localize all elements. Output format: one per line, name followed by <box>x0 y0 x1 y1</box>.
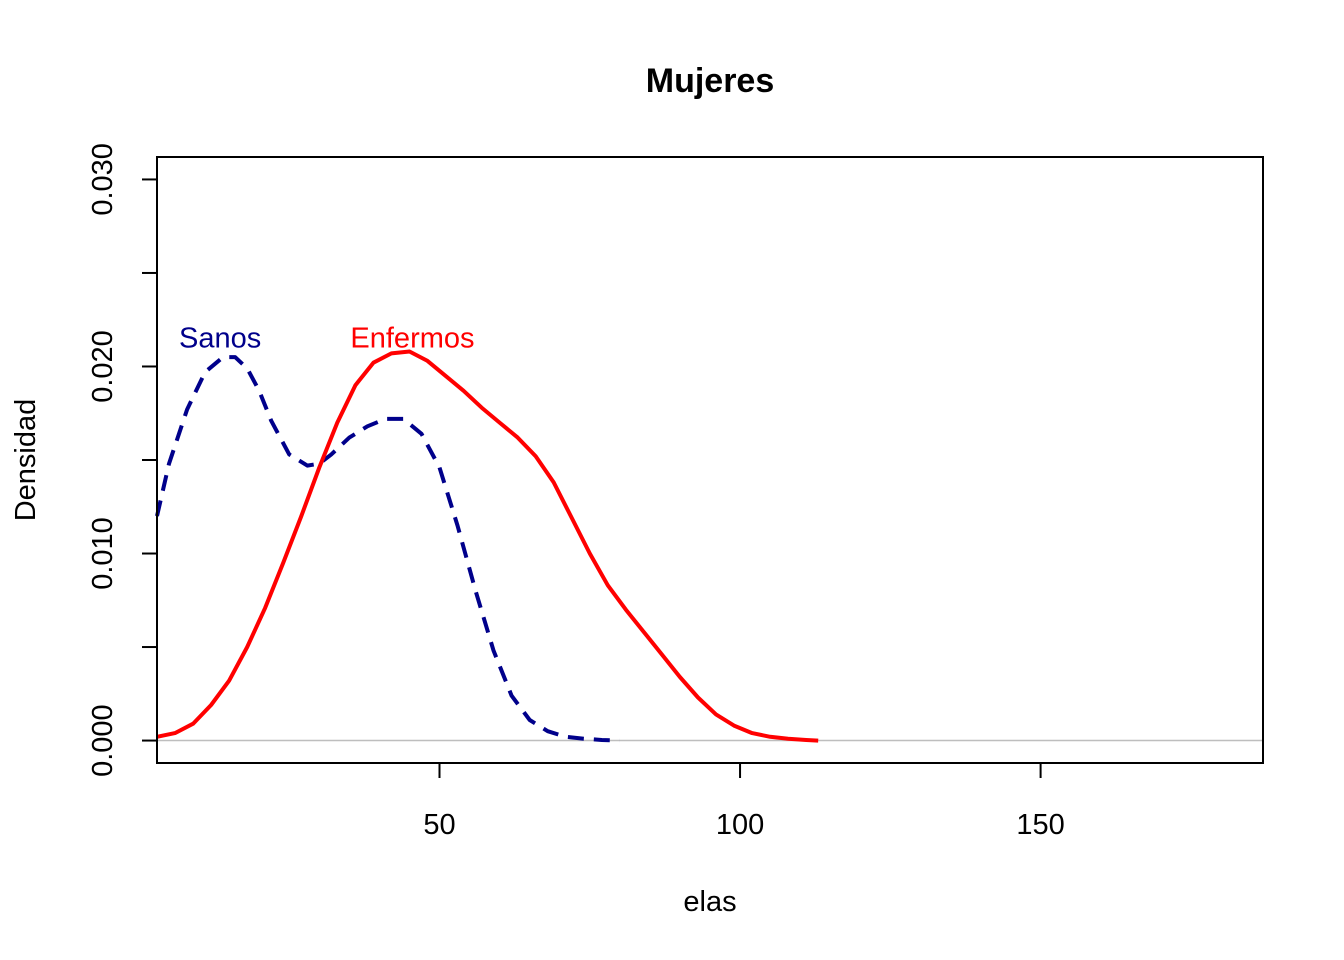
x-axis-label: elas <box>683 886 736 918</box>
y-tick-label: 0.020 <box>87 330 119 403</box>
plot-content: Sanos Enfermos <box>155 323 1263 743</box>
x-tick-label: 50 <box>423 809 455 841</box>
y-tick-label: 0.000 <box>87 704 119 777</box>
y-tick-label: 0.030 <box>87 143 119 216</box>
plot-box <box>156 156 1264 764</box>
annotation-label-sanos: Sanos <box>179 323 261 355</box>
annotation-label-enfermos: Enfermos <box>350 323 474 355</box>
y-tick-label: 0.010 <box>87 517 119 590</box>
x-tick-label: 100 <box>716 809 764 841</box>
x-tick-label: 150 <box>1016 809 1064 841</box>
series-line-enfermos <box>156 349 819 743</box>
y-axis-label: Densidad <box>10 399 42 522</box>
series-line-sanos <box>155 355 620 743</box>
chart-title: Mujeres <box>646 62 775 100</box>
